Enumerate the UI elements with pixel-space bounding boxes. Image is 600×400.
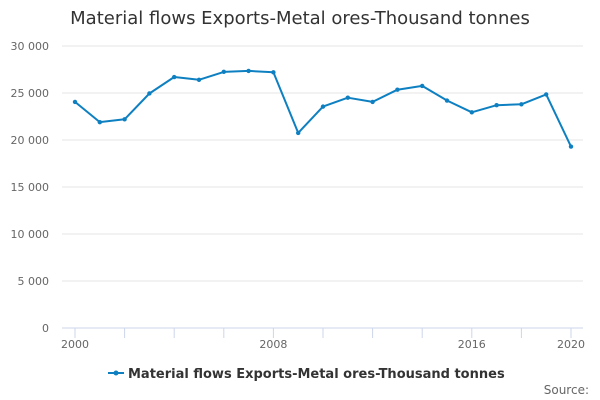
chart-title: Material flows Exports-Metal ores-Thousa… [70, 8, 530, 29]
data-point[interactable] [395, 87, 400, 92]
x-tick-label: 2020 [557, 338, 585, 351]
x-tick-label: 2008 [259, 338, 287, 351]
axes: 0 5 000 10 000 15 000 20 000 25 000 30 000 2000… [11, 40, 586, 351]
legend[interactable]: Material flows Exports-Metal ores-Thousa… [108, 367, 505, 382]
data-point[interactable] [147, 91, 152, 96]
x-tick-label: 2016 [458, 338, 486, 351]
data-point[interactable] [271, 70, 276, 75]
y-tick-label: 30 000 [11, 40, 50, 53]
x-tick-label: 2000 [61, 338, 89, 351]
data-point[interactable] [519, 102, 524, 107]
data-point[interactable] [122, 117, 127, 122]
data-point[interactable] [246, 68, 251, 74]
y-tick-label: 5 000 [18, 275, 50, 288]
data-point[interactable] [320, 104, 326, 109]
data-point[interactable] [370, 99, 375, 105]
gridlines [62, 45, 583, 282]
y-tick-label: 20 000 [11, 134, 50, 147]
legend-label: Material flows Exports-Metal ores-Thousa… [128, 367, 505, 382]
credits-source[interactable]: Source: [544, 383, 589, 397]
y-tick-label: 0 [42, 322, 49, 335]
data-point[interactable] [544, 92, 549, 97]
data-point[interactable] [420, 83, 425, 89]
data-point[interactable] [196, 77, 202, 83]
data-point[interactable] [72, 99, 78, 105]
data-point[interactable] [469, 110, 474, 115]
data-point[interactable] [444, 98, 450, 103]
data-point[interactable] [494, 103, 499, 108]
y-tick-label: 25 000 [11, 87, 50, 100]
plot-area [72, 68, 574, 149]
data-point[interactable] [345, 95, 350, 100]
legend-marker-symbol [113, 370, 119, 376]
data-point[interactable] [221, 69, 226, 75]
data-point[interactable] [296, 130, 301, 136]
data-point[interactable] [568, 144, 574, 149]
data-point[interactable] [97, 119, 103, 125]
y-tick-label: 10 000 [11, 228, 50, 241]
data-point[interactable] [172, 74, 177, 80]
y-tick-label: 15 000 [11, 181, 50, 194]
